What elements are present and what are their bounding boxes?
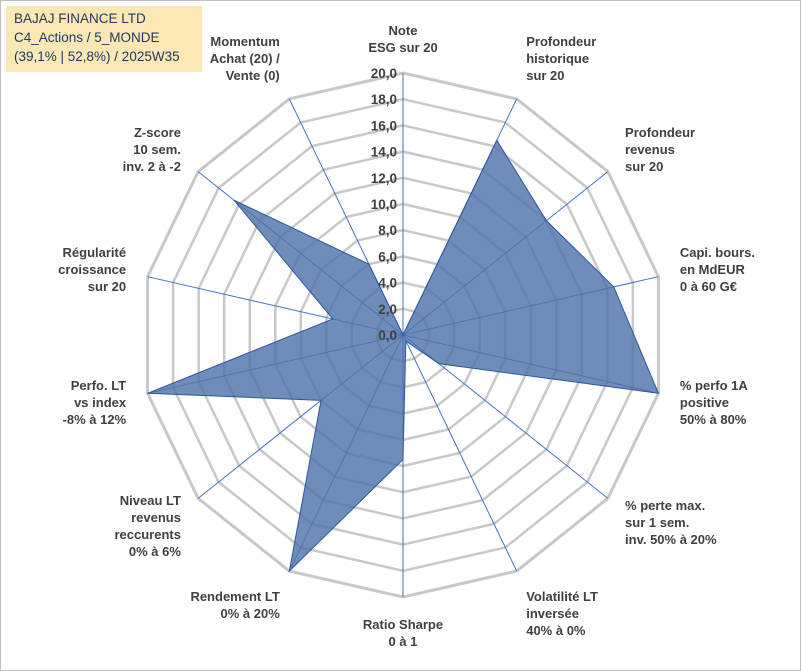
axis-label-line: sur 20 — [625, 159, 663, 174]
axis-label: Capi. bours. en MdEUR 0 à 60 G€ — [680, 245, 755, 294]
axis-label-line: Régularité — [63, 245, 127, 260]
axis-label-line: Rendement LT — [190, 589, 279, 604]
tick-label: 16,0 — [371, 118, 397, 133]
data-point — [405, 340, 407, 342]
tick-label: 0,0 — [378, 328, 397, 343]
tick-label: 10,0 — [371, 197, 397, 212]
axis-label: Note ESG sur 20 — [368, 23, 437, 55]
category-line: C4_Actions / 5_MONDE — [14, 30, 160, 45]
axis-label-line: Volatilité LT — [526, 589, 598, 604]
tick-label: 18,0 — [371, 92, 397, 107]
axis-label-line: % perte max. — [625, 498, 705, 513]
axis-label-line: historique — [526, 51, 589, 66]
axis-label-line: vs index — [74, 395, 127, 410]
data-point — [613, 286, 615, 288]
data-point — [368, 263, 370, 265]
axis-label: % perfo 1A positive 50% à 80% — [680, 378, 749, 427]
tick-label: 2,0 — [378, 302, 397, 317]
tick-label: 12,0 — [371, 171, 397, 186]
axis-label: Rendement LT 0% à 20% — [190, 589, 280, 621]
radial-tick-labels: 0,0 2,0 4,0 6,0 8,0 10,0 12,0 14,0 16,0 18,0 20,0 — [371, 66, 397, 343]
axis-label: Niveau LT revenus reccurents 0% à 6% — [114, 493, 181, 559]
ratio-line: (39,1% | 52,8%) / 2025W35 — [14, 49, 180, 64]
data-point — [402, 334, 404, 336]
data-point — [402, 458, 404, 460]
axis-label-line: inv. 2 à -2 — [123, 159, 181, 174]
axis-label: Z-score 10 sem. inv. 2 à -2 — [123, 125, 181, 174]
tick-label: 14,0 — [371, 145, 397, 160]
company-name: BAJAJ FINANCE LTD — [14, 11, 146, 26]
axis-label-line: Z-score — [134, 125, 181, 140]
data-point — [496, 139, 498, 141]
axis-label-line: Vente (0) — [226, 68, 280, 83]
axis-label-line: Profondeur — [625, 125, 695, 140]
axis-label-line: 40% à 0% — [526, 623, 586, 638]
axis-label-line: sur 20 — [526, 68, 564, 83]
axis-label-line: % perfo 1A — [680, 378, 749, 393]
tick-label: 4,0 — [378, 276, 397, 291]
tick-label: 6,0 — [378, 249, 397, 264]
axis-label-line: -8% à 12% — [63, 412, 127, 427]
data-point — [545, 220, 547, 222]
series-layer — [147, 139, 660, 573]
axis-label-line: 0% à 20% — [221, 606, 281, 621]
axis-label-line: Capi. bours. — [680, 245, 755, 260]
axis-label-line: sur 1 sem. — [625, 515, 689, 530]
tick-label: 20,0 — [371, 66, 397, 81]
axis-label-line: revenus — [131, 510, 181, 525]
axis-label-line: Note — [389, 23, 418, 38]
axis-label: Régularité croissance sur 20 — [58, 245, 126, 294]
axis-label-line: en MdEUR — [680, 262, 746, 277]
data-point — [288, 570, 290, 572]
chart-title-box: BAJAJ FINANCE LTD C4_Actions / 5_MONDE (… — [6, 6, 202, 72]
axis-label: Momentum Achat (20) / Vente (0) — [210, 34, 280, 83]
axis-label-line: 0% à 6% — [129, 544, 181, 559]
axis-label-line: Achat (20) / — [210, 51, 280, 66]
axis-labels: Note ESG sur 20 Profondeur historique sur 20… — [58, 23, 755, 649]
axis-label-line: Perfo. LT — [71, 378, 126, 393]
data-point — [332, 318, 334, 320]
axis-label-line: positive — [680, 395, 729, 410]
tick-label: 8,0 — [378, 223, 397, 238]
axis-label-line: Momentum — [210, 34, 279, 49]
axis-label-line: 10 sem. — [133, 142, 181, 157]
axis-label-line: Niveau LT — [120, 493, 181, 508]
data-point — [320, 399, 322, 401]
axis-label: Perfo. LT vs index -8% à 12% — [63, 378, 127, 427]
axis-label-line: 50% à 80% — [680, 412, 747, 427]
axis-label-line: 0 à 1 — [389, 634, 418, 649]
axis-label: Profondeur historique sur 20 — [526, 34, 596, 83]
axis-label: % perte max. sur 1 sem. inv. 50% à 20% — [625, 498, 717, 547]
axis-label-line: revenus — [625, 142, 675, 157]
axis-label-line: Ratio Sharpe — [363, 617, 443, 632]
axis-spoke — [402, 334, 518, 572]
axis-label-line: sur 20 — [88, 279, 126, 294]
data-point — [147, 392, 149, 394]
axis-label-line: inv. 50% à 20% — [625, 532, 717, 547]
axis-label: Ratio Sharpe 0 à 1 — [363, 617, 443, 649]
axis-label-line: ESG sur 20 — [368, 40, 437, 55]
axis-label-line: 0 à 60 G€ — [680, 279, 737, 294]
axis-label-line: inversée — [526, 606, 579, 621]
axis-label: Profondeur revenus sur 20 — [625, 125, 695, 174]
axis-label-line: reccurents — [114, 527, 180, 542]
axis-label-line: croissance — [58, 262, 126, 277]
data-point — [233, 199, 235, 201]
axis-label: Volatilité LT inversée 40% à 0% — [526, 589, 598, 638]
data-point — [438, 363, 440, 365]
axis-label-line: Profondeur — [526, 34, 596, 49]
data-point — [657, 392, 659, 394]
